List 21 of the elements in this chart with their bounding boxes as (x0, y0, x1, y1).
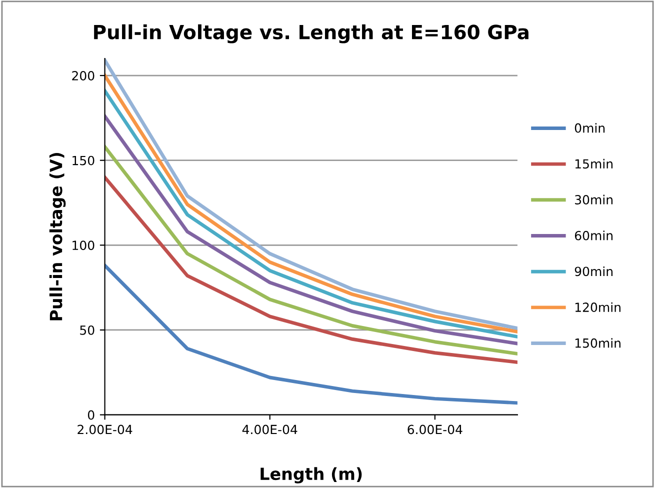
y-tick-label: 150 (72, 156, 94, 166)
legend-label: 120min (575, 302, 620, 312)
y-axis-title: Pull-in voltage (V) (49, 153, 66, 320)
line-series (104, 176, 518, 364)
legend-label: 15min (575, 158, 612, 169)
legend-label: 150min (575, 338, 620, 348)
legend-label: 30min (575, 194, 612, 204)
y-tick-label: 0 (88, 410, 94, 420)
legend-label: 0min (574, 123, 605, 133)
x-tick-label: 6.00E-04 (408, 424, 462, 434)
y-tick-label: 50 (80, 325, 94, 335)
line-series (104, 145, 518, 356)
chart-title: Pull-in Voltage vs. Length at E=160 GPa (94, 24, 528, 44)
x-tick-label: 4.00E-04 (242, 424, 298, 434)
legend-label: 60min (574, 230, 612, 240)
x-tick-label: 2.00E-04 (78, 424, 132, 434)
y-tick-label: 100 (72, 240, 94, 250)
line-series (104, 264, 518, 405)
x-axis-title: Length (m) (260, 467, 362, 484)
y-tick-label: 200 (72, 70, 94, 80)
legend-label: 90min (574, 266, 612, 276)
